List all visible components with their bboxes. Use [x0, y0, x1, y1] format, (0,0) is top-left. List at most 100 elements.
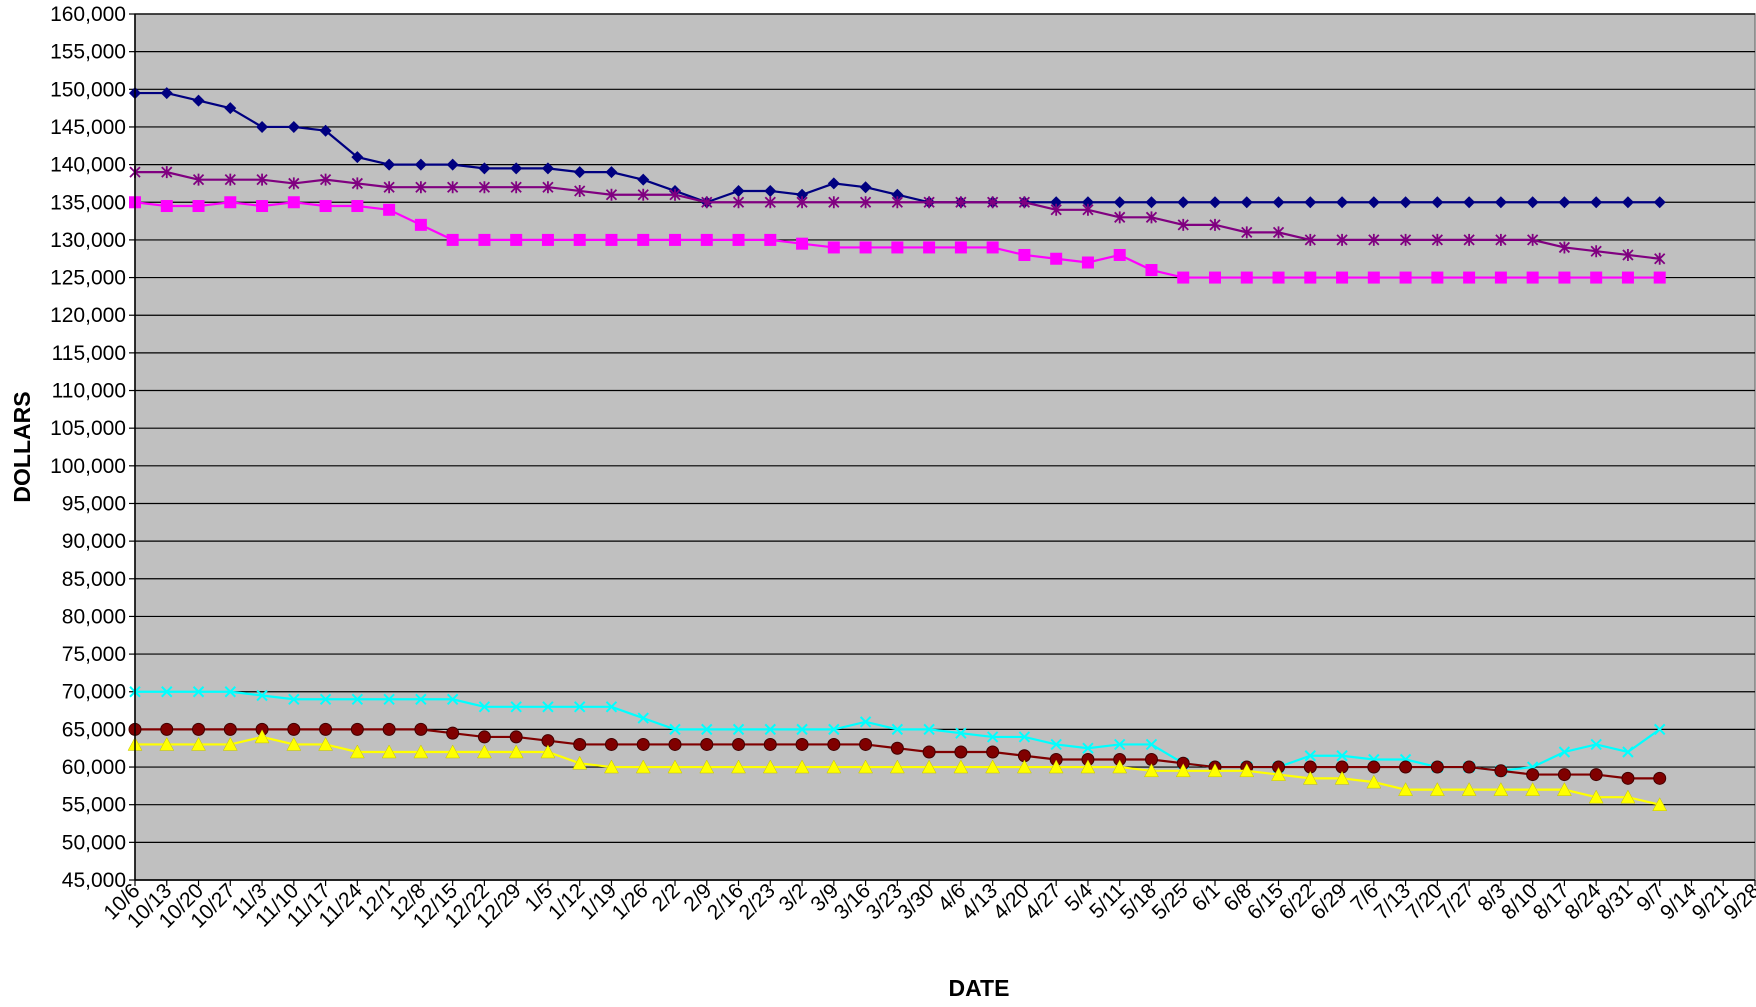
data-point: [573, 701, 586, 713]
data-point: [891, 188, 904, 201]
series-6: [127, 729, 1668, 811]
data-point: [542, 701, 554, 713]
data-point: [1336, 196, 1349, 209]
data-point: [1399, 233, 1412, 246]
data-point: [795, 737, 809, 751]
data-point: [1209, 271, 1221, 284]
data-point: [477, 730, 491, 744]
data-point: [1082, 203, 1094, 216]
data-point: [510, 233, 523, 246]
y-tick-label: 120,000: [50, 304, 126, 327]
data-point: [1652, 797, 1668, 811]
data-point: [921, 759, 937, 774]
data-point: [224, 196, 237, 209]
data-point: [1239, 763, 1255, 778]
series-1: [129, 87, 1666, 209]
data-point: [1431, 233, 1443, 246]
series-2: [129, 166, 1666, 265]
y-tick-label: 90,000: [62, 530, 126, 553]
data-point: [192, 173, 205, 186]
data-point: [828, 196, 840, 209]
data-point: [1621, 196, 1634, 209]
y-tick-label: 45,000: [62, 869, 126, 892]
data-point: [1558, 746, 1571, 758]
data-point: [1588, 789, 1604, 804]
data-point: [192, 200, 205, 213]
y-tick-label: 150,000: [50, 78, 126, 101]
data-point: [1495, 233, 1507, 246]
data-point: [1461, 782, 1477, 796]
data-point: [1271, 767, 1286, 781]
data-point: [605, 166, 618, 179]
y-tick-label: 155,000: [50, 41, 126, 64]
data-point: [669, 233, 681, 246]
data-point: [605, 233, 618, 246]
data-point: [1526, 196, 1539, 209]
data-point: [1334, 770, 1350, 785]
data-point: [1589, 768, 1603, 782]
data-point: [415, 181, 427, 194]
data-point: [383, 158, 396, 171]
data-point: [1398, 782, 1414, 796]
data-point: [1336, 750, 1348, 762]
data-point: [447, 181, 459, 194]
data-point: [1463, 233, 1475, 246]
data-point: [731, 759, 746, 774]
data-point: [286, 736, 302, 751]
data-point: [1429, 782, 1445, 796]
data-point: [1114, 738, 1126, 751]
data-point: [160, 87, 173, 100]
data-point: [669, 723, 681, 736]
data-point: [889, 759, 905, 774]
data-point: [1018, 196, 1031, 209]
data-point: [1272, 196, 1285, 209]
x-tick-label: 2/23: [735, 879, 780, 924]
data-point: [351, 693, 364, 705]
data-point: [1175, 763, 1191, 778]
data-point: [669, 188, 681, 201]
data-point: [541, 233, 554, 246]
data-point: [1209, 218, 1221, 231]
y-tick-label: 60,000: [62, 756, 126, 779]
data-point: [1144, 763, 1159, 778]
data-point: [1590, 271, 1603, 284]
data-point: [1367, 196, 1380, 209]
data-point: [1463, 196, 1476, 209]
data-point: [1112, 759, 1128, 774]
data-point: [510, 162, 523, 175]
x-tick-label: 2/2: [648, 879, 685, 916]
data-point: [796, 723, 808, 736]
data-point: [383, 203, 396, 216]
data-point: [446, 726, 460, 740]
data-point: [637, 188, 649, 201]
data-point: [1556, 782, 1572, 796]
plot-area: [134, 13, 1756, 881]
data-point: [1241, 226, 1253, 239]
data-point: [319, 173, 332, 186]
x-tick-label: 9/28: [1719, 879, 1756, 924]
data-point: [224, 686, 237, 698]
data-point: [1050, 196, 1063, 209]
data-point: [509, 730, 523, 744]
data-point: [192, 686, 205, 698]
y-tick-label: 50,000: [62, 831, 126, 854]
data-point: [1430, 760, 1444, 774]
data-point: [667, 759, 683, 774]
data-point: [604, 737, 618, 751]
data-point: [414, 722, 428, 736]
data-point: [1304, 196, 1317, 209]
data-point: [224, 173, 236, 186]
data-point: [858, 759, 874, 774]
data-point: [1431, 196, 1444, 209]
data-point: [160, 722, 174, 736]
data-point: [223, 722, 237, 736]
x-tick-label: 4/27: [1021, 879, 1066, 924]
y-tick-label: 140,000: [50, 154, 126, 177]
data-point: [1463, 271, 1476, 284]
data-point: [414, 158, 427, 171]
data-point: [1207, 763, 1223, 778]
data-point: [1018, 731, 1031, 743]
data-point: [161, 166, 173, 179]
data-point: [349, 744, 365, 759]
data-point: [318, 736, 334, 751]
